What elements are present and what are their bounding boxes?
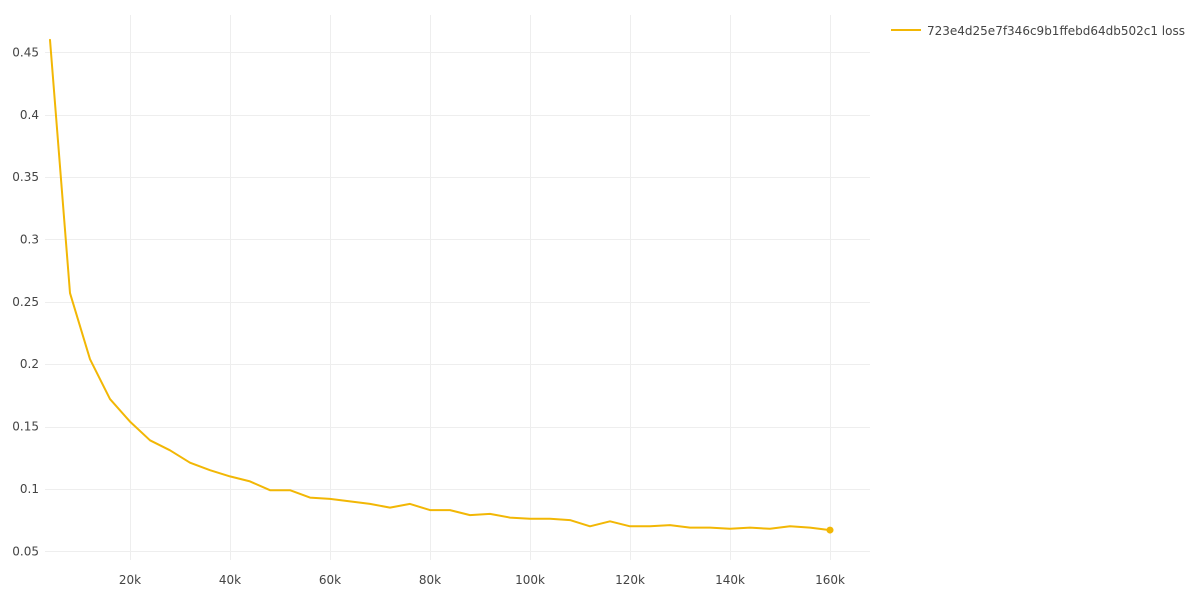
x-tick-label: 40k (219, 573, 241, 587)
y-tick-label: 0.25 (12, 295, 39, 309)
x-tick-label: 80k (419, 573, 441, 587)
x-tick-label: 160k (815, 573, 845, 587)
y-tick-label: 0.3 (20, 232, 39, 246)
y-tick-label: 0.05 (12, 544, 39, 558)
y-tick-label: 0.35 (12, 170, 39, 184)
legend-label[interactable]: 723e4d25e7f346c9b1ffebd64db502c1 loss (927, 24, 1185, 38)
x-tick-label: 120k (615, 573, 645, 587)
y-tick-label: 0.4 (20, 108, 39, 122)
y-tick-label: 0.1 (20, 482, 39, 496)
x-tick-label: 100k (515, 573, 545, 587)
series-layer (49, 38, 834, 534)
grid (45, 15, 870, 560)
series-endpoint-marker[interactable] (826, 526, 834, 534)
y-tick-label: 0.15 (12, 420, 39, 434)
y-tick-label: 0.2 (20, 357, 39, 371)
x-tick-label: 20k (119, 573, 141, 587)
series-line[interactable] (49, 38, 831, 532)
legend[interactable]: 723e4d25e7f346c9b1ffebd64db502c1 loss (891, 24, 1185, 38)
x-tick-label: 60k (319, 573, 341, 587)
y-tick-label: 0.45 (12, 45, 39, 59)
x-tick-label: 140k (715, 573, 745, 587)
axis-ticks: 20k 40k 60k 80k 100k 120k 140k 160k 0.05 0.1 0.15 0… (12, 45, 845, 587)
